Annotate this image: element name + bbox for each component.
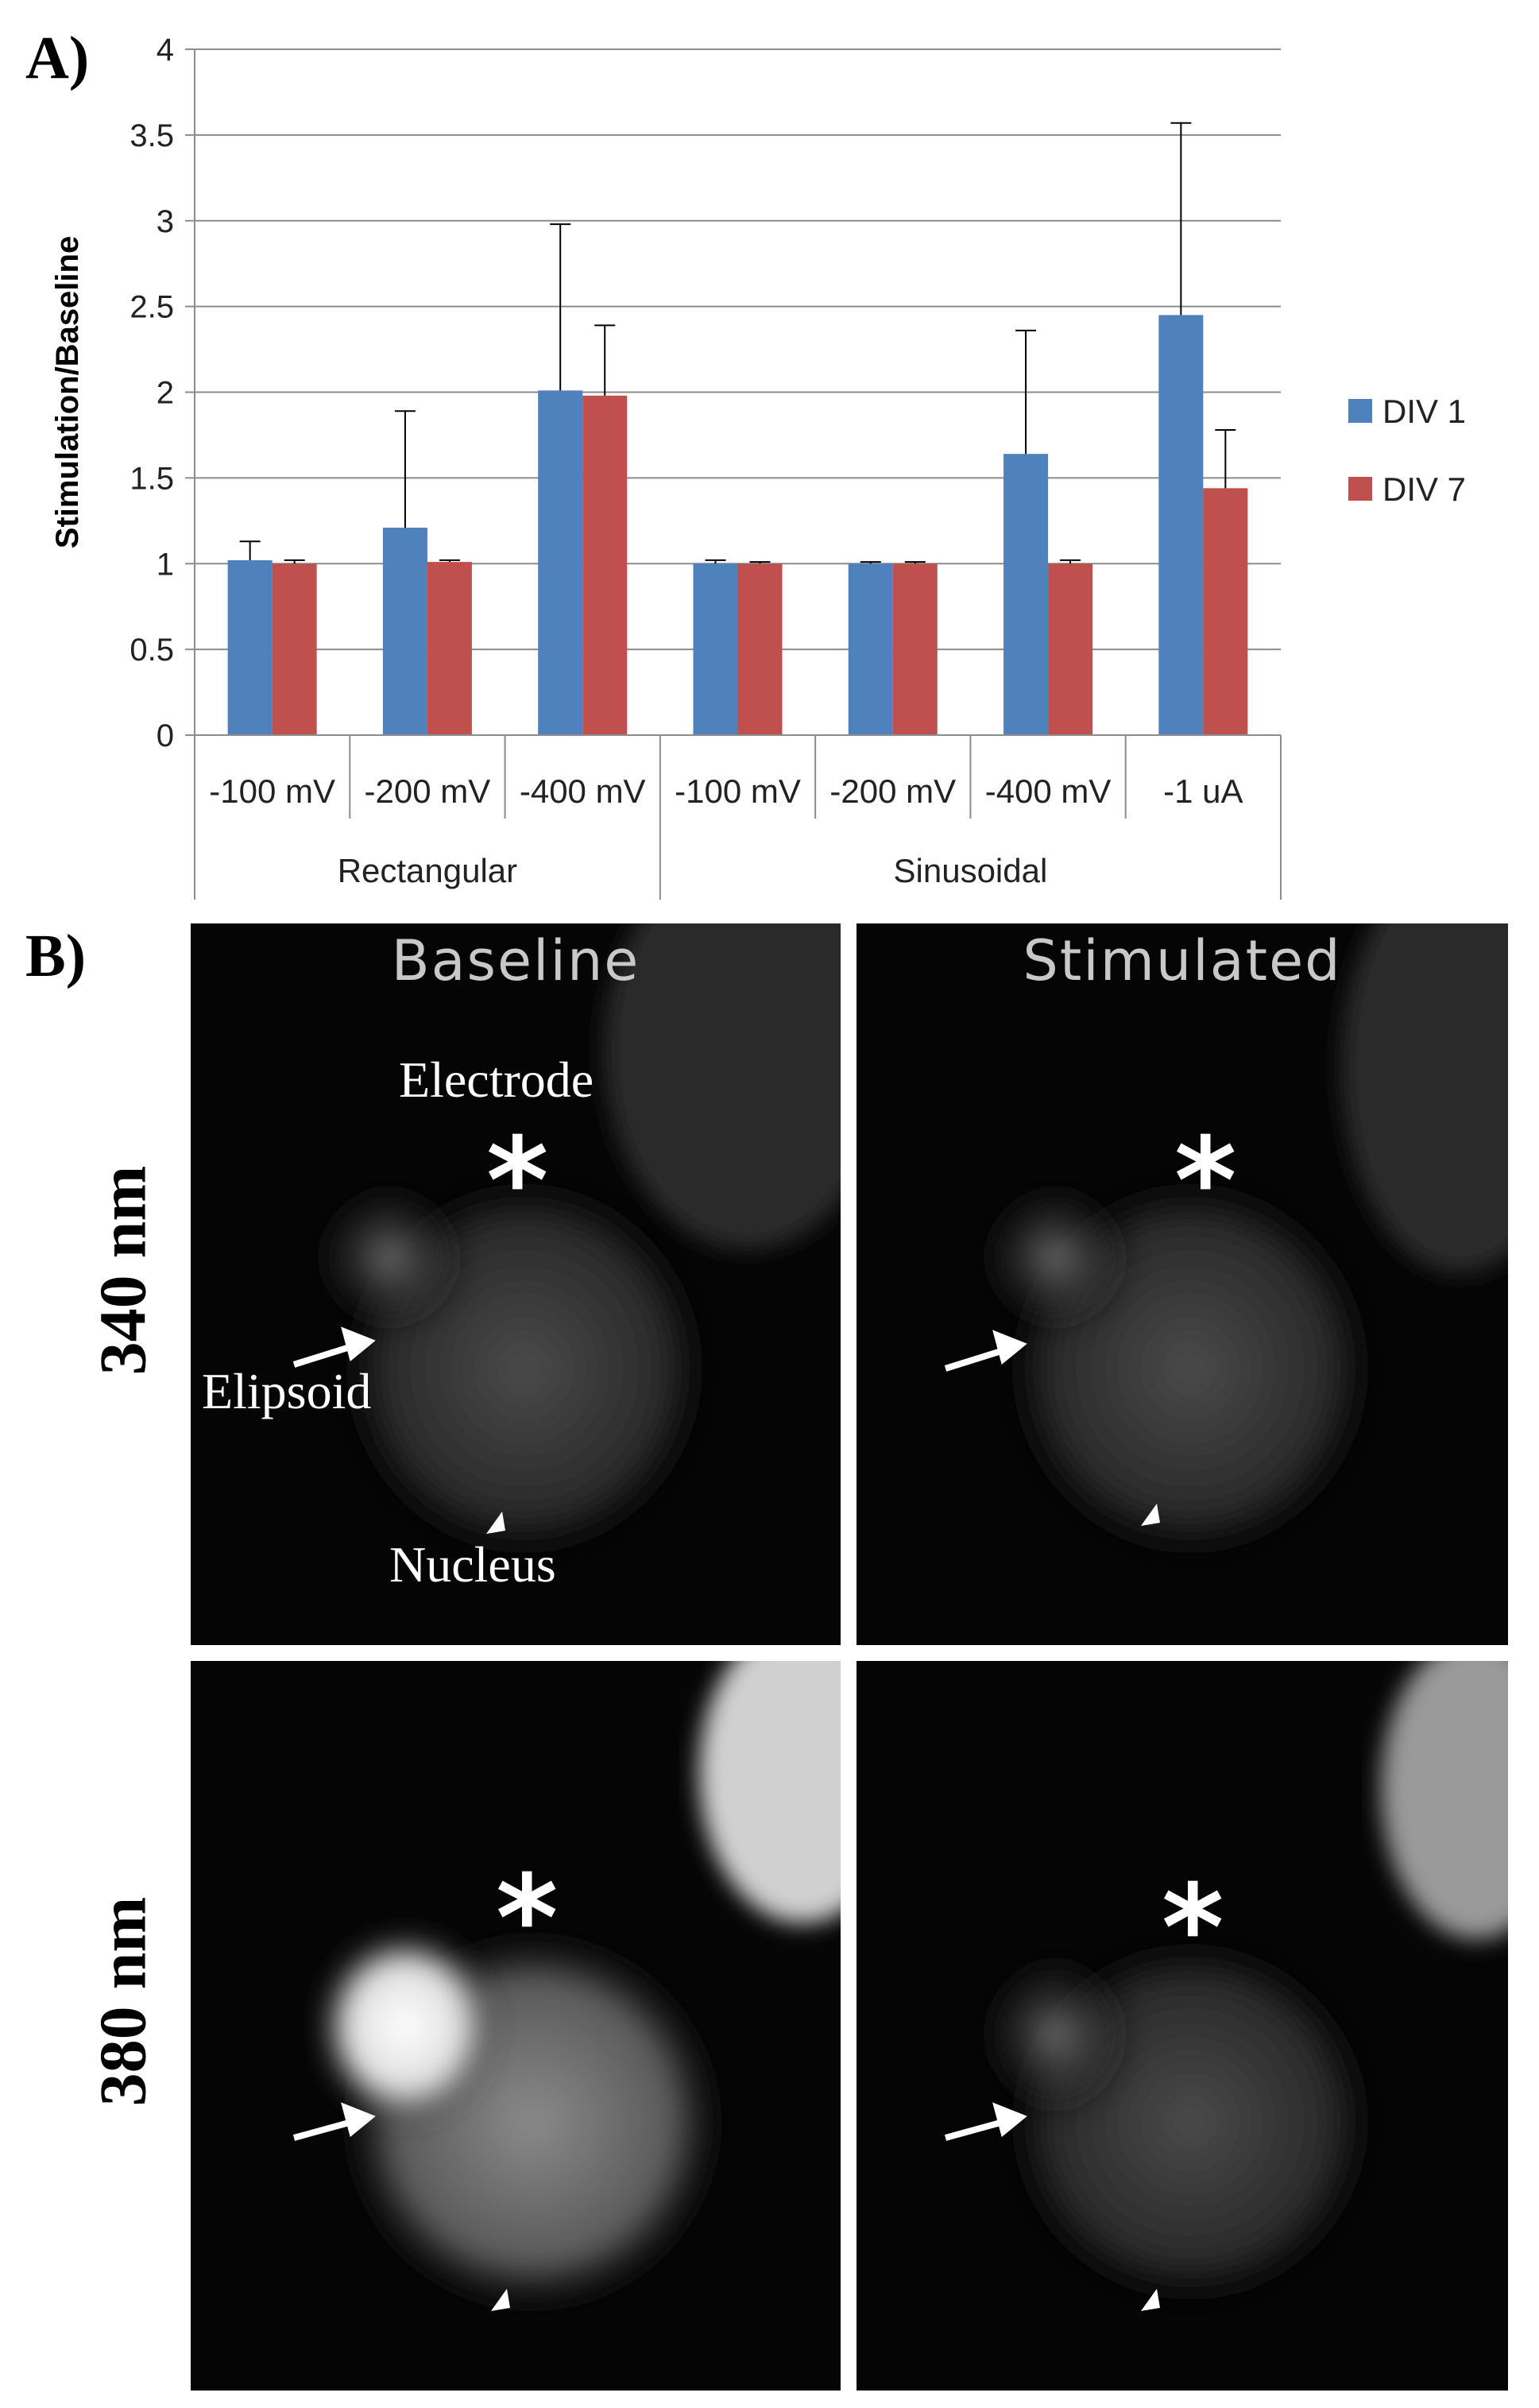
bar-div-7 [427,562,472,735]
image-340-baseline: Baseline Electrode * Elipsoid Nucleus [191,923,841,1645]
y-tick-label: 1 [157,547,174,582]
arrow-icon [944,2102,1027,2141]
y-axis-label: Stimulation/Baseline [50,236,85,548]
axes: 0 0.5 1 1.5 2 2.5 3 3.5 4 Stimulation/Baseline -10… [50,33,1282,900]
arrowhead-icon [486,1512,505,1534]
x-tick-label: -100 mV [209,772,335,810]
panel-b-label: B) [25,923,86,989]
x-tick-label: -200 mV [365,772,491,810]
micrograph [191,923,841,1645]
ellipsoid-label: Elipsoid [202,1363,372,1419]
y-tick-label: 4 [157,33,174,68]
bar-div-1 [382,527,427,735]
x-tick-label: -1 uA [1163,772,1243,810]
bar-div-7 [1048,563,1093,735]
legend-swatch [1348,399,1372,423]
bar-div-1 [227,559,273,735]
x-tick-label: -200 mV [829,772,956,810]
bars [227,315,1248,736]
annotation-marks [944,2102,1160,2311]
panel-a-label: A) [25,25,90,91]
row-label-380: 380 nm [86,1896,160,2107]
bar-div-7 [737,563,783,735]
bar-div-1 [1158,315,1204,736]
micrograph [857,1661,1508,2391]
x-tick-label: -100 mV [675,772,801,810]
y-tick-label: 3.5 [130,118,174,153]
legend-swatch [1348,477,1372,501]
arrowhead-icon [491,2289,510,2311]
asterisk-electrode: * [1162,1860,1224,1998]
col-title-stimulated: Stimulated [1023,928,1342,993]
col-title-baseline: Baseline [391,928,640,993]
bar-div-7 [892,563,938,735]
bar-div-7 [582,395,628,735]
group-label: Rectangular [338,852,517,889]
bar-div-7 [272,563,317,735]
micrograph [857,923,1508,1645]
error-bars [239,122,1236,564]
arrowhead-icon [1141,1504,1160,1526]
annotation-marks [292,1326,505,1534]
y-tick-label: 1.5 [130,461,174,496]
row-label-340: 340 nm [86,1165,160,1376]
annotation-marks [944,1330,1160,1526]
legend-label: DIV 1 [1382,393,1466,430]
micrograph [191,1661,841,2391]
arrow-icon [292,1326,376,1368]
nucleus-label: Nucleus [389,1536,556,1593]
bar-div-1 [848,563,893,735]
x-tick-label: -400 mV [985,772,1112,810]
asterisk-electrode: * [496,1850,559,1988]
legend-label: DIV 7 [1382,470,1466,508]
bar-chart: 0 0.5 1 1.5 2 2.5 3 3.5 4 Stimulation/Baseline -10… [50,33,1466,900]
arrow-icon [944,1330,1027,1372]
y-tick-label: 0 [157,718,174,753]
y-tick-label: 0.5 [130,633,174,668]
asterisk-electrode: * [486,1113,549,1251]
asterisk-electrode: * [1174,1113,1237,1251]
legend: DIV 1 DIV 7 [1348,393,1466,508]
arrowhead-icon [1141,2289,1160,2311]
x-tick-label: -400 mV [520,772,646,810]
image-380-stimulated: * [857,1661,1508,2391]
y-tick-label: 3 [157,204,174,239]
bar-div-7 [1203,488,1248,735]
annotation-marks [292,2102,510,2311]
y-tick-label: 2.5 [130,290,174,325]
y-tick-label: 2 [157,376,174,411]
image-380-baseline: * [191,1661,841,2391]
group-label: Sinusoidal [894,852,1048,889]
image-340-stimulated: Stimulated * [857,923,1508,1645]
electrode-label: Electrode [399,1051,594,1108]
bar-div-1 [538,390,583,735]
bar-div-1 [1003,454,1049,735]
bar-div-1 [693,563,738,735]
arrow-icon [292,2102,376,2141]
